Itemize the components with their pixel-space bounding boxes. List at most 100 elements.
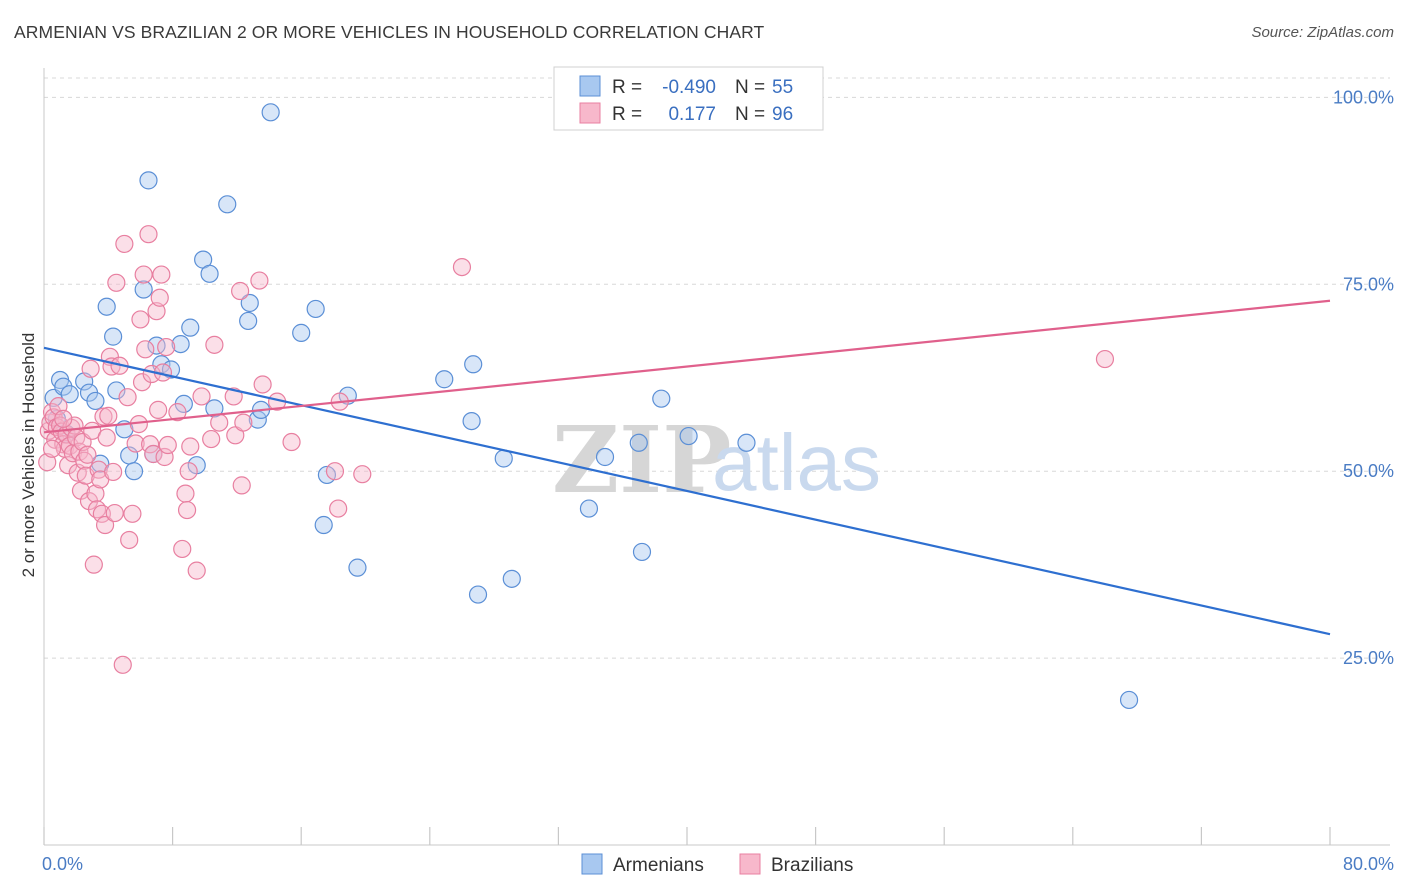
legend-r-value-1: -0.490 <box>662 77 716 98</box>
armenian-point <box>629 433 648 452</box>
brazilian-point <box>173 539 192 559</box>
armenian-point <box>679 426 698 446</box>
armenian-point <box>632 542 652 562</box>
brazilian-point <box>224 387 243 406</box>
brazilian-point <box>134 265 153 284</box>
brazilian-point <box>232 476 251 495</box>
armenian-point <box>464 355 483 374</box>
armenian-legend-swatch <box>579 75 601 97</box>
armenian-point <box>200 264 219 283</box>
armenian-point <box>468 585 488 604</box>
brazilian-point <box>136 340 155 359</box>
armenian-point <box>502 569 521 588</box>
brazilian-point <box>253 375 272 394</box>
brazilian-point <box>86 484 105 503</box>
brazilian-point <box>231 281 250 301</box>
y-tick-label: 25.0% <box>1343 648 1394 668</box>
y-axis-label: 2 or more Vehicles in Household <box>19 333 38 578</box>
armenians-legend-label: Armenians <box>613 855 704 876</box>
armenian-point <box>134 280 153 299</box>
brazilian-point <box>140 435 160 454</box>
brazilian-point <box>107 273 126 292</box>
brazilian-point <box>54 409 73 428</box>
y-tick-label: 50.0% <box>1343 461 1394 481</box>
brazilian-point <box>131 310 150 329</box>
brazilian-legend-swatch <box>579 102 601 124</box>
brazilian-point <box>329 499 348 518</box>
y-tick-label: 75.0% <box>1343 274 1394 294</box>
armenian-point <box>314 515 333 535</box>
brazilian-point <box>282 432 301 452</box>
brazilian-point <box>113 655 132 674</box>
brazilian-point <box>118 388 137 407</box>
grid <box>44 77 1390 659</box>
brazilian-point <box>452 257 472 277</box>
brazilian-point <box>168 403 187 422</box>
brazilians-swatch <box>739 853 761 875</box>
armenian-point <box>147 336 166 355</box>
brazilian-point <box>120 530 139 550</box>
brazilian-point <box>95 515 115 535</box>
trend-lines <box>43 299 1331 636</box>
brazilian-point <box>84 555 103 574</box>
legend-n-label-1: N = <box>735 77 765 98</box>
legend-n-value-1: 55 <box>772 77 793 98</box>
brazilian-point <box>158 435 177 455</box>
x-tick-label: 80.0% <box>1343 854 1394 874</box>
brazilians-trend-line <box>43 299 1331 434</box>
brazilian-point <box>234 413 253 432</box>
brazilian-point <box>150 288 169 307</box>
legend-r-label-2: R = <box>612 104 642 125</box>
brazilian-point <box>123 504 142 523</box>
axes: 25.0% 50.0% 75.0% 100.0% 0.0% 80.0% <box>42 68 1394 874</box>
armenians-trend-line <box>43 346 1331 636</box>
armenian-point <box>239 311 258 331</box>
brazilian-point <box>144 444 163 464</box>
brazilian-point <box>179 462 198 481</box>
legend-r-value-2: 0.177 <box>668 104 716 125</box>
x-tick-label: 0.0% <box>42 854 83 874</box>
brazilian-point <box>192 387 211 406</box>
armenian-point <box>595 447 615 467</box>
brazilian-point <box>38 453 57 472</box>
brazilian-point <box>126 434 145 453</box>
brazilian-point <box>147 302 166 321</box>
series-legend: Armenians Brazilians <box>581 853 853 876</box>
brazilian-point <box>187 561 206 580</box>
brazilian-point <box>139 225 158 244</box>
brazilian-point <box>94 407 113 426</box>
armenian-point <box>261 103 280 122</box>
armenian-point <box>652 389 671 408</box>
brazilian-point <box>155 447 174 467</box>
source-credit: Source: ZipAtlas.com <box>1251 24 1394 41</box>
brazilian-point <box>157 337 176 357</box>
armenian-point <box>348 558 367 577</box>
watermark-atlas: atlas <box>712 418 881 507</box>
armenians-swatch <box>581 853 603 875</box>
armenian-point <box>218 195 237 214</box>
chart-title: ARMENIAN VS BRAZILIAN 2 OR MORE VEHICLES… <box>14 22 765 42</box>
brazilian-point <box>202 429 221 449</box>
armenian-point <box>86 391 105 411</box>
armenian-point <box>240 293 259 313</box>
brazilians-legend-label: Brazilians <box>771 855 853 876</box>
armenian-point <box>435 370 454 389</box>
armenian-point <box>579 499 599 518</box>
brazilian-point <box>92 504 111 523</box>
brazilian-point <box>250 271 269 290</box>
armenian-point <box>139 171 158 190</box>
armenian-point <box>104 327 123 346</box>
brazilian-point <box>1095 349 1115 369</box>
brazilian-point <box>205 335 224 354</box>
armenian-point <box>171 334 190 354</box>
watermark: ZIP atlas <box>552 406 881 514</box>
stats-legend: R = -0.490 N = 55 R = 0.177 N = 96 <box>553 66 824 131</box>
brazilian-point <box>152 265 171 284</box>
brazilian-point <box>42 439 62 458</box>
armenian-point <box>306 299 325 319</box>
watermark-zip: ZIP <box>552 406 731 514</box>
brazilian-point <box>105 503 124 523</box>
armenian-point <box>181 318 200 337</box>
armenian-point <box>737 433 756 452</box>
